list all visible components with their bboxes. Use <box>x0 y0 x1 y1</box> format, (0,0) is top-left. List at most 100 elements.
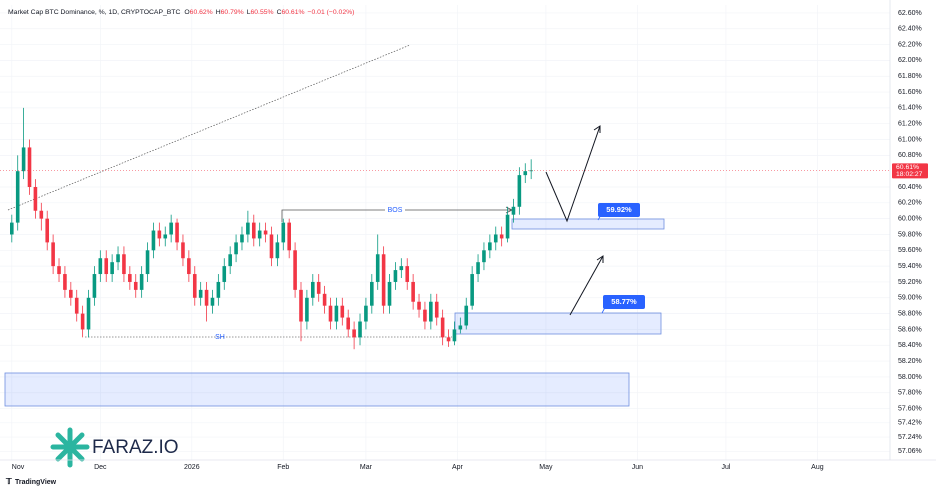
candle-body <box>310 281 315 298</box>
countdown: 18:02:27 <box>896 171 923 178</box>
y-tick-label: 59.60% <box>898 247 922 254</box>
footer-icon: 𝕋 <box>5 477 12 486</box>
y-tick-label: 60.20% <box>898 200 922 207</box>
x-tick-label: 2026 <box>184 464 200 471</box>
x-tick-label: Nov <box>12 464 25 471</box>
candle-body <box>181 242 185 259</box>
sh-label: SH <box>215 334 225 341</box>
candle-body <box>493 234 498 243</box>
x-tick-label: Jul <box>721 464 730 471</box>
candle-body <box>128 274 132 282</box>
candle-body <box>476 262 480 275</box>
candle-body <box>39 210 44 219</box>
y-tick-label: 62.40% <box>898 26 922 33</box>
candle-body <box>10 222 14 235</box>
candle-body <box>263 230 268 235</box>
y-tick-label: 60.00% <box>898 215 922 222</box>
candle-body <box>387 281 392 306</box>
arrow-head <box>593 125 601 133</box>
candle-body <box>57 266 61 275</box>
candle-body <box>33 187 38 211</box>
zone-box <box>4 372 630 407</box>
candle-body <box>163 234 168 239</box>
candle-body <box>21 147 26 172</box>
zone-label: 58.77% <box>611 297 637 306</box>
candle-body <box>281 222 286 243</box>
candle-body <box>86 297 91 330</box>
header-key: H <box>216 9 221 16</box>
header-change: −0.01 (−0.02%) <box>308 9 355 16</box>
candle-body <box>334 305 339 322</box>
y-tick-label: 58.20% <box>898 358 922 365</box>
candle-body <box>204 289 209 306</box>
candle-body <box>488 242 492 251</box>
y-tick-label: 57.80% <box>898 390 922 397</box>
candle-body <box>381 254 386 306</box>
title: Market Cap BTC Dominance, %, 1D, CRYPTOC… <box>8 9 180 16</box>
y-tick-label: 59.00% <box>898 295 922 302</box>
bos-line <box>281 209 512 222</box>
y-tick-label: 58.60% <box>898 326 922 333</box>
candle-body <box>151 230 156 251</box>
candle-body <box>482 250 486 263</box>
candle-body <box>316 281 321 294</box>
candle-body <box>110 262 114 275</box>
header-value: 60.61% <box>281 9 304 16</box>
candle-body <box>139 274 144 290</box>
candle-body <box>458 325 463 330</box>
candle-body <box>393 270 398 282</box>
y-tick-label: 58.80% <box>898 310 922 317</box>
candle-body <box>328 305 333 322</box>
y-tick-label: 61.40% <box>898 105 922 112</box>
y-tick-label: 59.20% <box>898 279 922 286</box>
y-tick-label: 61.00% <box>898 136 922 143</box>
y-tick-label: 62.20% <box>898 41 922 48</box>
bos-bg <box>385 205 405 215</box>
candle-body <box>370 281 374 306</box>
y-tick-label: 57.06% <box>898 448 922 455</box>
y-tick-label: 62.60% <box>898 10 922 17</box>
candle-body <box>198 289 203 298</box>
y-tick-label: 61.20% <box>898 121 922 128</box>
grid <box>0 5 890 460</box>
y-tick-label: 61.60% <box>898 89 922 96</box>
candle-body <box>470 274 474 306</box>
bos-label: BOS <box>388 207 403 214</box>
y-tick-label: 60.40% <box>898 184 922 191</box>
candle-body <box>216 281 221 298</box>
candle-body <box>423 309 427 322</box>
candle-body <box>234 242 238 255</box>
candle-body <box>51 242 55 267</box>
candle-body <box>275 242 280 259</box>
x-tick-label: Dec <box>94 464 107 471</box>
candle-body <box>228 254 232 267</box>
candle-body <box>411 281 415 302</box>
zone-box <box>454 312 662 335</box>
y-tick-label: 59.80% <box>898 231 922 238</box>
candle-body <box>98 258 103 275</box>
y-tick-label: 57.42% <box>898 420 922 427</box>
candle-body <box>452 329 457 342</box>
y-tick-label: 62.00% <box>898 57 922 64</box>
header-key: L <box>247 9 251 16</box>
header-value: 60.79% <box>221 9 244 16</box>
candle-body <box>340 305 345 318</box>
zone-label-box <box>598 203 640 217</box>
candle-body <box>63 274 67 290</box>
projection-arrow <box>545 125 601 223</box>
x-tick-label: Feb <box>277 464 289 471</box>
last-price-box <box>892 163 928 179</box>
candle-body <box>175 222 179 243</box>
y-tick-label: 58.40% <box>898 342 922 349</box>
candle-body <box>429 301 433 322</box>
candle-body <box>240 234 244 243</box>
candle-body <box>210 297 215 306</box>
last-price-label: 60.61% <box>896 164 919 171</box>
candle-body <box>375 254 380 282</box>
candle-body <box>15 171 20 223</box>
header-value: 60.55% <box>251 9 274 16</box>
candle-body <box>417 301 421 310</box>
y-tick-label: 60.80% <box>898 152 922 159</box>
y-tick-label: 58.00% <box>898 374 922 381</box>
